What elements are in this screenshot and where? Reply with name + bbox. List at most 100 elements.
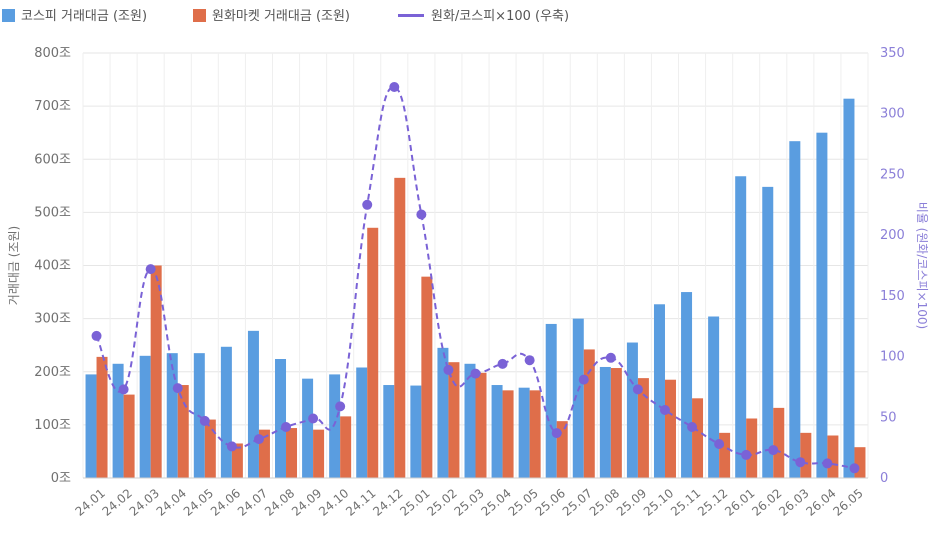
y-tick-label: 500조 [34,205,71,220]
x-tick-label: 24.01 [73,486,108,519]
ratio-point [281,422,292,432]
x-tick-label: 25.07 [560,486,595,519]
y2-tick-label: 150 [880,289,905,304]
y-tick-label: 600조 [34,152,71,167]
ratio-point [199,415,210,426]
y-tick-label: 700조 [34,99,71,114]
ratio-point [524,355,535,366]
legend-label: 코스피 거래대금 (조원) [21,9,147,24]
ratio-point [659,405,670,415]
x-tick-label: 24.07 [235,486,270,519]
ratio-point [687,422,698,432]
bar-kospi [626,342,638,478]
bar-kospi [302,378,314,478]
ratio-line [91,82,860,474]
ratio-point [226,441,237,452]
bar-kospi [356,367,368,478]
x-tick-label: 25.02 [424,486,459,519]
y-tick-label: 300조 [34,312,71,327]
y2-tick-label: 50 [880,410,897,425]
ratio-point [416,209,427,220]
bar-kospi [410,385,422,478]
ratio-point [253,434,264,445]
x-tick-label: 24.03 [127,486,162,519]
y2-tick-label: 350 [880,46,905,61]
ratio-point [768,445,779,456]
bar-krw-market [692,398,704,478]
ratio-point [551,428,562,439]
x-tick-label: 26.03 [776,486,811,519]
x-tick-label: 24.10 [316,486,351,519]
y2-tick-label: 200 [880,228,905,243]
legend[interactable]: 코스피 거래대금 (조원) 원화마켓 거래대금 (조원) 원화/코스피×100 (우… [2,9,569,24]
x-tick-label: 25.05 [506,486,541,519]
bar-krw-market [773,407,785,478]
bar-krw-market [529,390,541,478]
bar-krw-market [664,379,676,478]
ratio-point [91,330,102,341]
bar-krw-market [637,378,649,478]
bar-kospi [112,363,124,478]
bar-kospi [491,385,503,478]
bar-kospi [139,355,151,478]
legend-item-kospi[interactable]: 코스피 거래대금 (조원) [2,9,147,24]
x-tick-label: 24.12 [370,486,405,519]
ratio-point [335,401,346,412]
ratio-point [741,449,752,460]
x-tick-label: 26.01 [722,486,757,519]
legend-label: 원화마켓 거래대금 (조원) [212,9,350,24]
bar-krw-market [827,435,839,478]
y2-tick-label: 0 [880,471,888,486]
ratio-line-path [95,86,855,470]
x-tick-label: 26.05 [830,486,865,519]
ratio-point [362,199,373,210]
ratio-point [172,383,183,394]
bar-krw-market [421,276,433,478]
bar-krw-market [96,356,108,478]
bar-krw-market [150,265,162,478]
legend-swatch [193,9,206,22]
ratio-point [714,439,725,449]
ratio-point [578,374,589,385]
x-tick-label: 24.04 [154,486,189,519]
y-tick-label: 100조 [34,418,71,433]
x-tick-label: 24.11 [343,486,378,519]
y2-axis-title: 비율 (원화/코스피×100) [915,202,929,329]
bar-kospi [275,359,287,478]
ratio-point [389,82,400,92]
y-tick-label: 0조 [51,471,71,486]
bar-krw-market [123,394,135,478]
legend-item-ratio[interactable]: 원화/코스피×100 (우축) [398,9,569,24]
bar-krw-market [583,349,595,478]
x-tick-label: 25.01 [397,486,432,519]
bar-krw-market [367,227,379,478]
ratio-point [795,457,806,468]
legend-swatch [2,9,15,22]
bar-krw-market [313,429,325,478]
bar-kospi [383,385,395,478]
bar-kospi [599,366,611,478]
ratio-point [605,352,616,363]
ratio-point [145,264,156,275]
bar-krw-market [340,416,352,478]
bar-kospi [789,141,801,478]
bar-kospi [437,347,449,478]
ratio-point [308,413,319,424]
ratio-point [118,384,129,395]
legend-item-krw-market[interactable]: 원화마켓 거래대금 (조원) [193,9,350,24]
x-tick-label: 24.06 [208,486,243,519]
x-tick-label: 24.08 [262,486,297,519]
bar-krw-market [394,177,406,478]
y-tick-label: 800조 [34,46,71,61]
x-tick-label: 26.04 [803,486,838,519]
x-tick-label: 24.05 [181,486,216,519]
bar-kospi [681,292,693,478]
y-tick-label: 200조 [34,365,71,380]
bar-krw-market [177,385,189,478]
ratio-point [497,358,508,369]
bar-kospi [816,132,828,478]
bar-krw-market [231,443,243,478]
bar-krw-market [746,418,758,478]
x-tick-label: 25.09 [614,486,649,519]
